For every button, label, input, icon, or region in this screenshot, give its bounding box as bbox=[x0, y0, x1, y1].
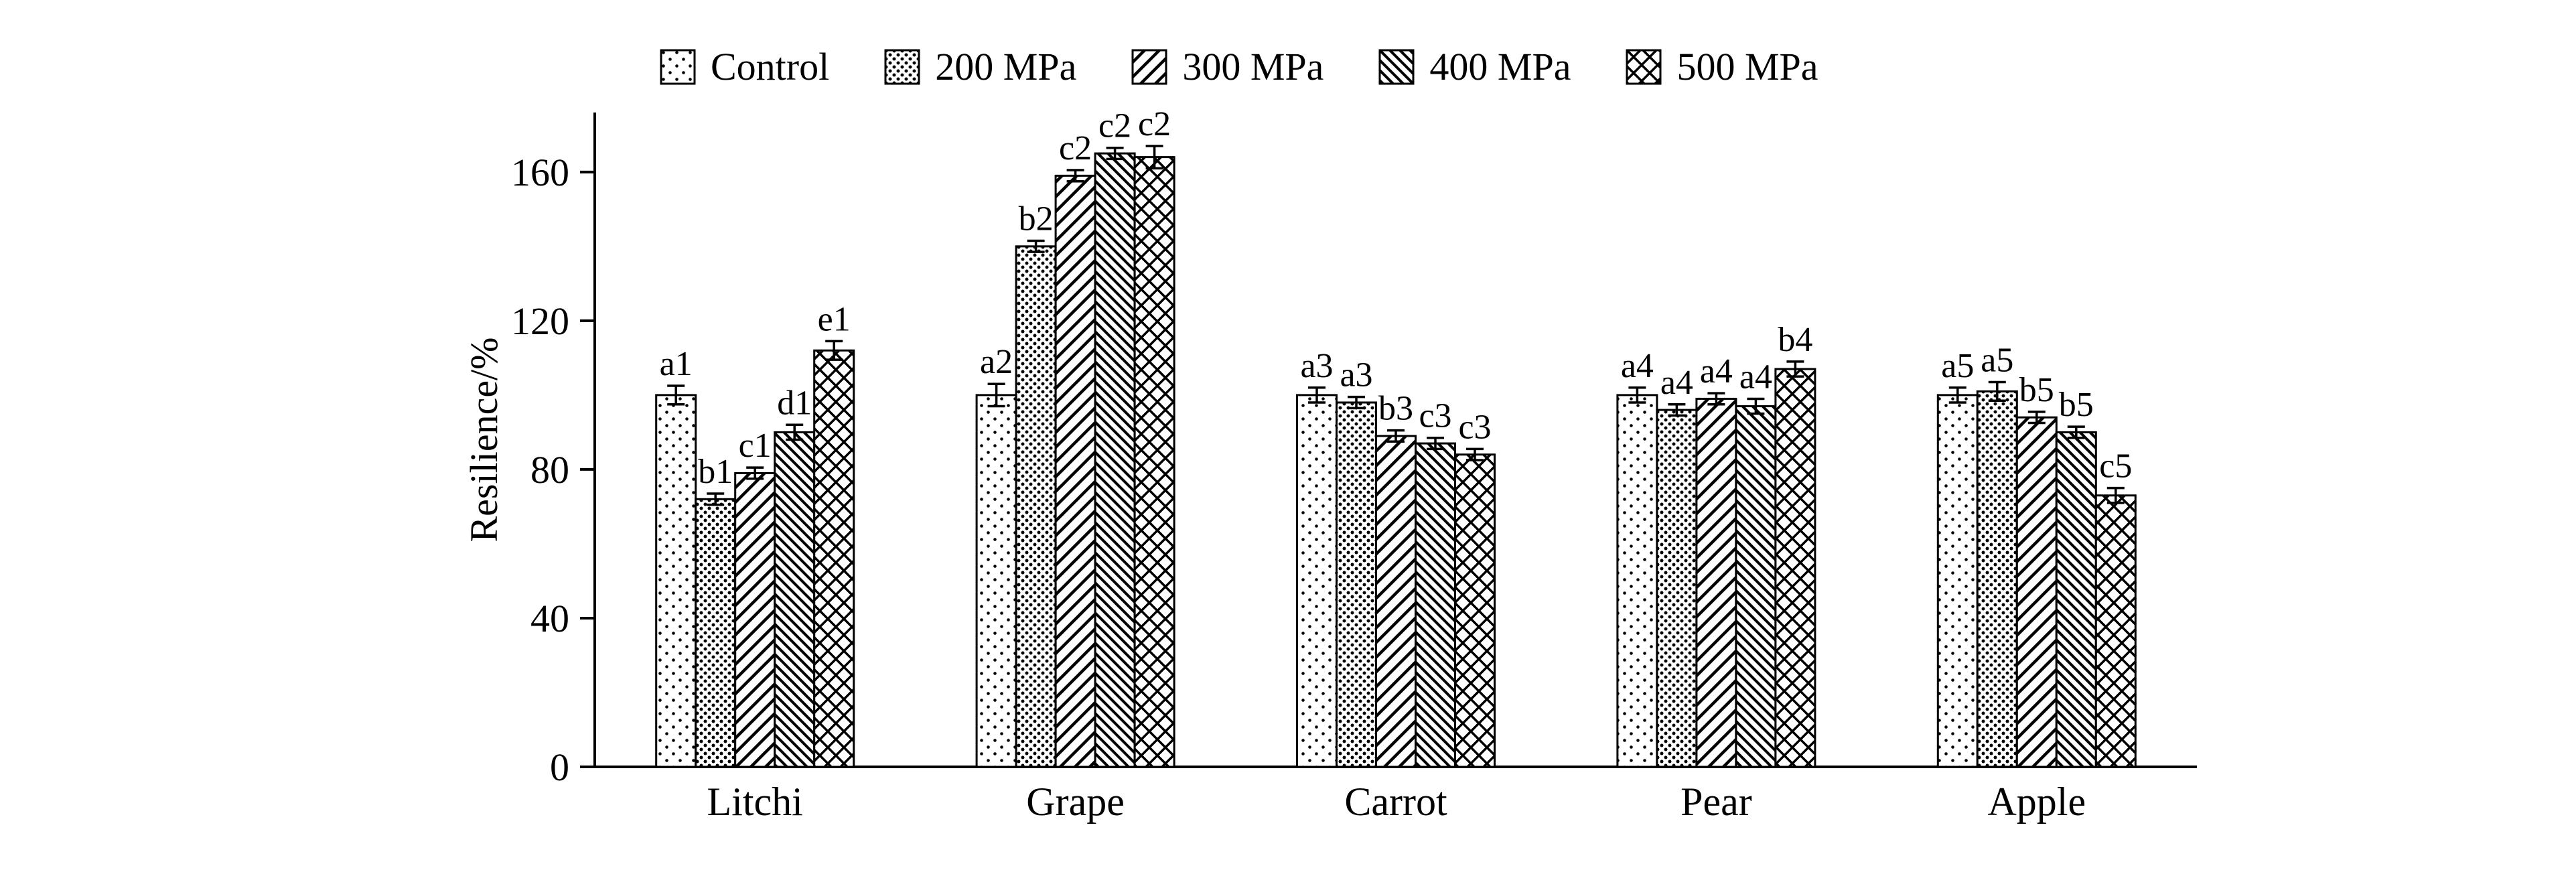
bar bbox=[1454, 453, 1496, 768]
bar bbox=[813, 349, 855, 768]
sig-label: a4 bbox=[1739, 358, 1772, 396]
sig-label: c3 bbox=[1419, 397, 1451, 435]
bar bbox=[1415, 442, 1456, 768]
sig-label: b3 bbox=[1378, 390, 1413, 428]
sig-label: c2 bbox=[1059, 129, 1092, 167]
sig-label: b2 bbox=[1019, 200, 1054, 238]
legend-item: 500 MPa bbox=[1626, 44, 1818, 89]
y-tick-label: 0 bbox=[550, 745, 569, 789]
bar bbox=[2055, 431, 2097, 768]
legend-swatch-icon bbox=[1131, 49, 1167, 84]
bar bbox=[774, 431, 816, 768]
bar bbox=[1976, 390, 2018, 768]
sig-label: a5 bbox=[1941, 347, 1974, 385]
sig-label: a1 bbox=[660, 345, 693, 383]
legend-item: 300 MPa bbox=[1131, 44, 1323, 89]
chart-legend: Control 200 MPa 300 MPa 400 MPa 500 MPa bbox=[660, 44, 1818, 89]
bar bbox=[975, 394, 1017, 768]
sig-label: b4 bbox=[1778, 321, 1812, 359]
x-category-label: Litchi bbox=[707, 780, 803, 824]
x-category-label: Grape bbox=[1026, 780, 1125, 824]
legend-item: 200 MPa bbox=[884, 44, 1076, 89]
legend-swatch-icon bbox=[884, 49, 920, 84]
bar bbox=[1616, 394, 1658, 768]
bar bbox=[1296, 394, 1338, 768]
sig-label: a3 bbox=[1300, 347, 1333, 385]
y-tick-label: 120 bbox=[511, 299, 569, 343]
bar bbox=[1133, 156, 1175, 768]
bar bbox=[695, 498, 737, 768]
legend-label: 500 MPa bbox=[1676, 45, 1818, 88]
x-category-label: Apple bbox=[1987, 780, 2086, 824]
legend-swatch-icon bbox=[660, 49, 696, 84]
bar bbox=[2094, 494, 2137, 768]
legend-item: 400 MPa bbox=[1378, 44, 1571, 89]
legend-label: 300 MPa bbox=[1182, 45, 1324, 88]
sig-label: a4 bbox=[1700, 352, 1733, 390]
bar bbox=[734, 472, 776, 768]
legend-swatch-icon bbox=[1626, 49, 1662, 84]
sig-label: c2 bbox=[1098, 107, 1131, 145]
sig-label: c1 bbox=[739, 427, 772, 465]
sig-label: a3 bbox=[1340, 356, 1372, 394]
bar bbox=[1735, 405, 1777, 768]
bar bbox=[1695, 397, 1737, 768]
legend-label: 400 MPa bbox=[1429, 45, 1571, 88]
sig-label: d1 bbox=[777, 384, 812, 422]
bar bbox=[2015, 416, 2058, 768]
y-tick-label: 80 bbox=[530, 448, 569, 492]
bar bbox=[1375, 435, 1417, 768]
sig-label: a2 bbox=[980, 343, 1013, 381]
legend-swatch-icon bbox=[1378, 49, 1415, 84]
sig-label: b5 bbox=[2019, 371, 2054, 409]
sig-label: b1 bbox=[698, 453, 733, 491]
sig-label: e1 bbox=[818, 300, 851, 338]
legend-label: Control bbox=[711, 45, 830, 88]
bar bbox=[1094, 152, 1136, 768]
y-tick-label: 40 bbox=[530, 597, 569, 640]
sig-label: a5 bbox=[1981, 341, 2013, 379]
y-tick-label: 160 bbox=[511, 151, 569, 194]
sig-label: b5 bbox=[2059, 386, 2094, 424]
sig-label: c3 bbox=[1458, 408, 1491, 446]
bars bbox=[655, 152, 2137, 768]
sig-label: c2 bbox=[1138, 105, 1171, 143]
bar bbox=[1656, 409, 1698, 768]
bar bbox=[1054, 174, 1096, 768]
axes: 0 40 80 120 160 Resilience/% Litchi Grape Carrot… bbox=[462, 113, 2197, 824]
bar bbox=[1336, 401, 1377, 768]
legend-label: 200 MPa bbox=[935, 45, 1077, 88]
bar bbox=[1774, 368, 1816, 768]
legend-item: Control bbox=[660, 44, 829, 89]
x-category-label: Pear bbox=[1680, 780, 1752, 824]
bar bbox=[1936, 394, 1979, 768]
sig-label: a4 bbox=[1660, 364, 1693, 402]
sig-label: a4 bbox=[1621, 347, 1654, 385]
bar bbox=[1015, 245, 1057, 768]
error-bars bbox=[667, 145, 2125, 506]
y-axis-title: Resilience/% bbox=[462, 337, 506, 542]
sig-label: c5 bbox=[2099, 447, 2132, 486]
bar bbox=[655, 394, 697, 768]
x-category-label: Carrot bbox=[1344, 780, 1447, 824]
